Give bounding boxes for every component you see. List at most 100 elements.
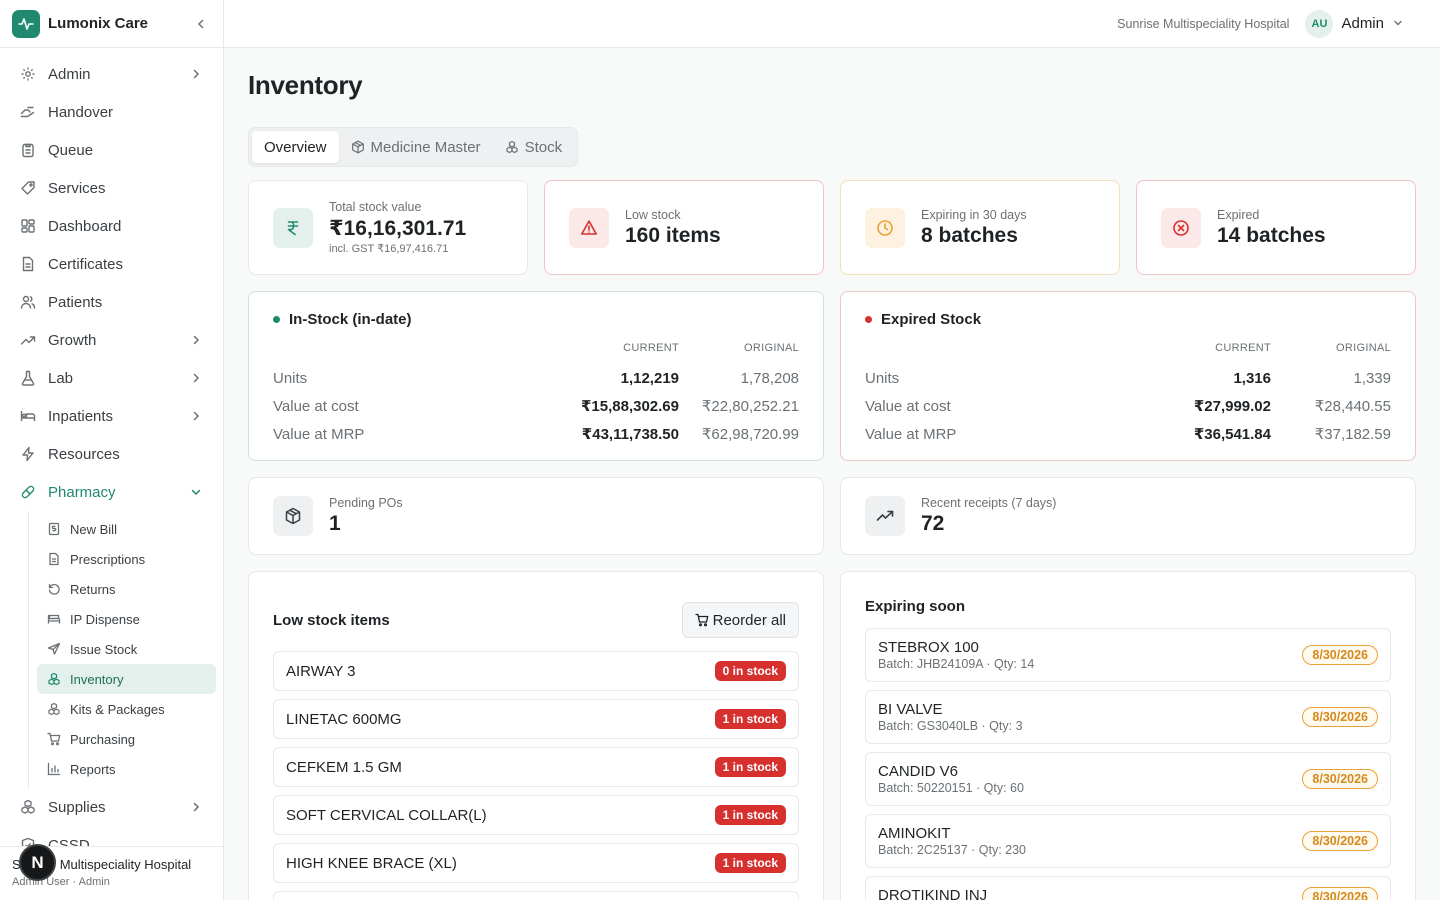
- sidebar-subitem-prescriptions[interactable]: Prescriptions: [37, 544, 216, 574]
- in-stock-panel: In-Stock (in-date) CURRENT ORIGINAL Unit…: [248, 291, 824, 461]
- bolt-icon: [20, 446, 36, 462]
- sidebar-item-inpatients[interactable]: Inpatients: [0, 397, 223, 435]
- sidebar-item-growth[interactable]: Growth: [0, 321, 223, 359]
- sidebar-subitem-reports[interactable]: Reports: [37, 754, 216, 784]
- column-header-original: ORIGINAL: [1336, 342, 1391, 354]
- list-item[interactable]: AIRWAY 3 0 in stock: [273, 651, 799, 691]
- table-row: Units 1,12,219 1,78,208: [273, 364, 799, 392]
- list-item[interactable]: CANDID V6 Batch: 50220151 · Qty: 60 8/30…: [865, 752, 1391, 806]
- sidebar-item-pharmacy[interactable]: Pharmacy: [0, 473, 223, 511]
- rupee-icon: [273, 207, 313, 248]
- sidebar-item-services[interactable]: Services: [0, 169, 223, 207]
- sidebar-item-label: Admin: [48, 65, 91, 83]
- undo-icon: [47, 582, 61, 596]
- item-name: BI VALVE: [878, 701, 943, 718]
- panel-title-text: Expired Stock: [881, 311, 982, 328]
- expiry-date-badge: 8/30/2026: [1302, 769, 1378, 789]
- stat-value: 8 batches: [921, 223, 1018, 247]
- table-row: Units 1,316 1,339: [865, 364, 1391, 392]
- sidebar-item-label: Supplies: [48, 798, 106, 816]
- stat-card-expired[interactable]: Expired 14 batches: [1136, 180, 1416, 275]
- sidebar-item-label: Pharmacy: [48, 483, 116, 501]
- chevron-right-icon: [189, 800, 203, 814]
- list-item[interactable]: [273, 891, 799, 900]
- list-item[interactable]: CEFKEM 1.5 GM 1 in stock: [273, 747, 799, 787]
- low-stock-header: Low stock items Reorder all: [273, 602, 799, 638]
- list-item[interactable]: BI VALVE Batch: GS3040LB · Qty: 3 8/30/2…: [865, 690, 1391, 744]
- stat-card-low-stock[interactable]: Low stock 160 items: [544, 180, 824, 275]
- list-item[interactable]: HIGH KNEE BRACE (XL) 1 in stock: [273, 843, 799, 883]
- stat-card-expiring-30-days[interactable]: Expiring in 30 days 8 batches: [840, 180, 1120, 275]
- users-icon: [20, 294, 36, 310]
- sidebar-subitem-label: Returns: [70, 581, 116, 597]
- stat-value: 14 batches: [1217, 223, 1326, 247]
- sidebar-item-label: Growth: [48, 331, 97, 349]
- user-menu-label[interactable]: Admin: [1341, 15, 1384, 32]
- list-item[interactable]: SOFT CERVICAL COLLAR(L) 1 in stock: [273, 795, 799, 835]
- sidebar-item-patients[interactable]: Patients: [0, 283, 223, 321]
- tab-stock[interactable]: Stock: [493, 131, 575, 163]
- sidebar-subitem-issue-stock[interactable]: Issue Stock: [37, 634, 216, 664]
- stat-card-total-stock-value[interactable]: Total stock value ₹16,16,301.71 incl. GS…: [248, 180, 528, 275]
- tag-icon: [20, 180, 36, 196]
- card-value: 72: [921, 512, 945, 535]
- item-batch-qty: Batch: GS3040LB · Qty: 3: [878, 719, 1023, 733]
- list-item[interactable]: AMINOKIT Batch: 2C25137 · Qty: 230 8/30/…: [865, 814, 1391, 868]
- sidebar-subitem-purchasing[interactable]: Purchasing: [37, 724, 216, 754]
- sidebar-subitem-label: Kits & Packages: [70, 701, 165, 717]
- avatar[interactable]: AU: [1305, 9, 1334, 38]
- tab-label: Medicine Master: [370, 138, 481, 156]
- list-item[interactable]: STEBROX 100 Batch: JHB24109A · Qty: 14 8…: [865, 628, 1391, 682]
- expired-stock-table: CURRENT ORIGINAL Units 1,316 1,339 Value…: [865, 342, 1391, 448]
- sidebar-item-handover[interactable]: Handover: [0, 93, 223, 131]
- expiry-date-badge: 8/30/2026: [1302, 831, 1378, 851]
- column-header-original: ORIGINAL: [744, 342, 799, 354]
- panel-title-text: In-Stock (in-date): [289, 311, 412, 328]
- expiry-date-badge: 8/30/2026: [1302, 645, 1378, 665]
- tab-label: Overview: [264, 138, 327, 156]
- sidebar-subitem-new-bill[interactable]: New Bill: [37, 514, 216, 544]
- list-item[interactable]: LINETAC 600MG 1 in stock: [273, 699, 799, 739]
- pending-pos-card[interactable]: Pending POs 1: [248, 477, 824, 555]
- in-stock-table: CURRENT ORIGINAL Units 1,12,219 1,78,208…: [273, 342, 799, 448]
- sidebar-item-queue[interactable]: Queue: [0, 131, 223, 169]
- sidebar-subitem-ip-dispense[interactable]: IP Dispense: [37, 604, 216, 634]
- chevron-right-icon: [189, 333, 203, 347]
- chevron-right-icon: [189, 371, 203, 385]
- collapse-sidebar-icon[interactable]: [191, 14, 211, 34]
- card-value: 1: [329, 512, 341, 535]
- recent-receipts-card[interactable]: Recent receipts (7 days) 72: [840, 477, 1416, 555]
- sidebar-subitem-inventory[interactable]: Inventory: [37, 664, 216, 694]
- tab-overview[interactable]: Overview: [252, 131, 339, 163]
- reorder-all-button[interactable]: Reorder all: [681, 602, 799, 638]
- sidebar-subitem-returns[interactable]: Returns: [37, 574, 216, 604]
- item-name: LINETAC 600MG: [286, 710, 402, 728]
- sidebar-item-supplies[interactable]: Supplies: [0, 788, 223, 826]
- sidebar-item-resources[interactable]: Resources: [0, 435, 223, 473]
- sidebar-item-label: Handover: [48, 103, 114, 121]
- floating-action-button[interactable]: N: [19, 844, 56, 881]
- original-value: ₹37,182.59: [1314, 426, 1391, 443]
- current-value: 1,12,219: [620, 369, 679, 387]
- expired-stock-panel: Expired Stock CURRENT ORIGINAL Units 1,3…: [840, 291, 1416, 461]
- sidebar-footer[interactable]: Sunrise Multispeciality Hospital Admin U…: [0, 846, 223, 900]
- sidebar-item-certificates[interactable]: Certificates: [0, 245, 223, 283]
- sidebar-item-lab[interactable]: Lab: [0, 359, 223, 397]
- brand-logo-icon: [12, 9, 40, 38]
- sidebar-subitem-kits-packages[interactable]: Kits & Packages: [37, 694, 216, 724]
- row-label: Units: [865, 369, 900, 387]
- row-label: Value at MRP: [273, 425, 365, 443]
- sidebar-item-dashboard[interactable]: Dashboard: [0, 207, 223, 245]
- table-row: Value at cost ₹27,999.02 ₹28,440.55: [865, 392, 1391, 420]
- package-icon: [273, 496, 313, 536]
- sidebar-item-admin[interactable]: Admin: [0, 55, 223, 93]
- item-name: STEBROX 100: [878, 639, 979, 656]
- sidebar-subitem-label: IP Dispense: [70, 611, 140, 627]
- chevron-down-icon[interactable]: [1392, 17, 1406, 31]
- sidebar-subitem-label: Reports: [70, 761, 116, 777]
- chevron-right-icon: [189, 409, 203, 423]
- boxes-icon: [505, 140, 519, 154]
- list-item[interactable]: DROTIKIND INJ 8/30/2026: [865, 876, 1391, 900]
- panel-title: Low stock items: [273, 611, 390, 629]
- tab-medicine-master[interactable]: Medicine Master: [339, 131, 493, 163]
